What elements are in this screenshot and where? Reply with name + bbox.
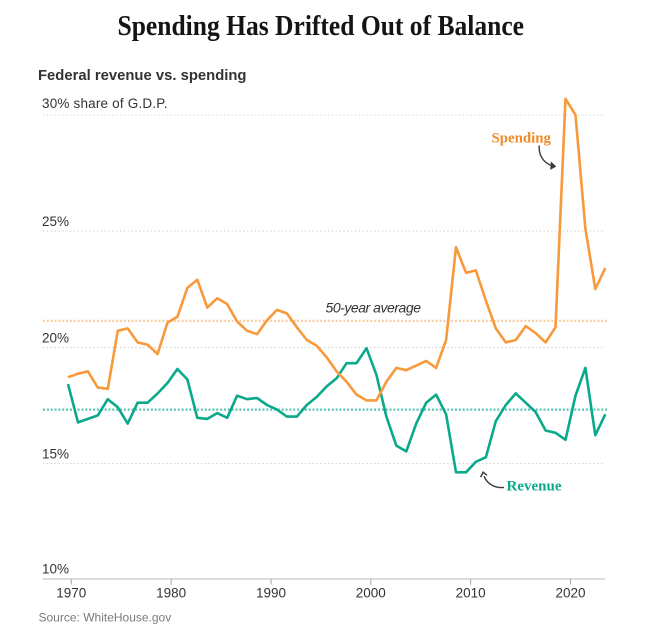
svg-text:15%: 15%	[42, 447, 69, 462]
svg-text:Source: WhiteHouse.gov: Source: WhiteHouse.gov	[39, 611, 172, 625]
svg-text:1980: 1980	[156, 586, 186, 601]
svg-text:Federal revenue vs. spending: Federal revenue vs. spending	[38, 67, 247, 84]
svg-text:25%: 25%	[42, 214, 69, 229]
svg-text:2010: 2010	[456, 586, 486, 601]
svg-text:10%: 10%	[42, 562, 69, 577]
svg-text:Revenue: Revenue	[507, 479, 562, 495]
svg-text:1970: 1970	[56, 586, 86, 601]
svg-text:2020: 2020	[555, 586, 585, 601]
svg-text:Spending: Spending	[492, 131, 552, 147]
svg-text:2000: 2000	[356, 586, 386, 601]
svg-text:20%: 20%	[42, 330, 69, 345]
svg-text:1990: 1990	[256, 586, 286, 601]
svg-text:30% share of G.D.P.: 30% share of G.D.P.	[42, 96, 168, 111]
svg-text:50-year average: 50-year average	[326, 300, 422, 316]
svg-text:Spending Has Drifted Out of Ba: Spending Has Drifted Out of Balance	[118, 10, 525, 42]
